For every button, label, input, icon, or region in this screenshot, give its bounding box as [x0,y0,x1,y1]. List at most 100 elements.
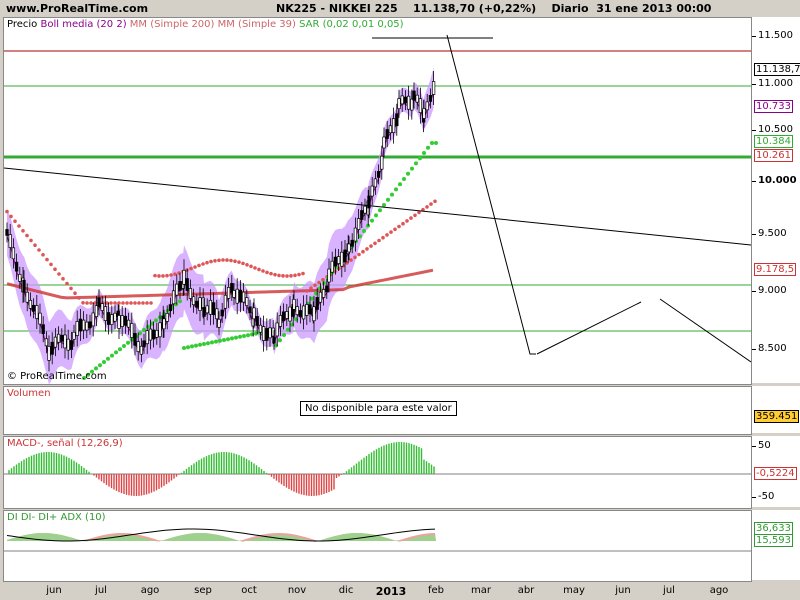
candle-body [44,338,49,347]
candle-body [158,322,162,338]
candle-body [238,289,243,303]
price-chart-canvas[interactable] [4,18,751,384]
ma39-point [273,272,277,277]
sar-point [402,177,406,181]
x-label-abr: abr [517,585,535,596]
candle-body [41,324,45,335]
candle-body [308,304,312,315]
macd-scale[interactable]: 50 -50 -0,5224 [751,436,800,507]
candle-body [415,94,419,103]
sar-point [194,343,198,348]
x-label-feb: feb [427,585,445,596]
candle-body [418,98,423,114]
ma39-point [365,247,369,251]
candle-body [363,205,367,214]
adx-canvas[interactable] [4,511,751,581]
candle-body [275,322,279,337]
adx-scale[interactable]: 36,633 15,593 [751,510,800,580]
ma39-point [93,301,97,305]
candle-body [35,305,39,319]
ma39-point [425,205,429,209]
sar-point [206,341,210,346]
ma39-point [245,262,249,267]
candle-body [106,312,111,325]
ma39-point [233,259,237,263]
ma39-point [237,260,241,264]
sar-point [218,338,222,343]
candle-body [91,312,95,327]
candle-body [22,279,26,293]
sar-point [238,334,242,339]
sar-point [86,372,90,377]
sar-point [422,151,426,155]
sar-point [182,346,186,350]
candle-body [336,256,341,264]
ma39-point [61,277,65,281]
candle-body [97,297,101,308]
macd-panel[interactable]: MACD-, señal (12,26,9) [3,436,752,509]
ma39-point [277,273,281,278]
sar-point [114,350,118,355]
trend-line [4,167,751,246]
candle-body [301,305,306,320]
ma39-point [73,291,77,296]
ma39-point [21,229,25,233]
candle-body [265,328,269,341]
candle-body [151,329,156,340]
candle-body [47,346,51,361]
sar-point [190,344,194,349]
ma39-point [405,219,409,223]
candle-body [18,273,22,282]
ma39-point [5,209,9,214]
ma39-point [269,271,273,276]
sar-point [386,197,390,202]
sar-point [110,353,114,358]
candle-body [113,312,117,322]
sar-point [234,335,238,340]
ma39-point [281,274,285,278]
volume-scale[interactable]: 359.451 [751,386,800,433]
ma39-point [129,301,133,305]
sar-point [226,337,230,342]
price-chart-panel[interactable]: Precio Boll media (20 2) MM (Simple 200)… [3,17,752,385]
ma39-point [65,281,69,286]
time-axis[interactable]: jun jul ago sep oct nov dic 2013 feb mar… [0,580,800,600]
ma39-point [385,233,389,237]
sar-point [414,161,418,166]
x-label-nov: nov [287,585,307,596]
candle-body [382,136,386,149]
projection-line-2 [536,301,642,355]
candle-body [165,313,169,322]
candle-body [88,321,92,329]
site-name: www.ProRealTime.com [6,2,149,15]
candle-body [72,331,76,340]
candle-body [185,278,189,291]
ma39-point [49,262,53,267]
ma39-point [117,301,121,305]
sar-point [222,338,226,342]
macd-tick-50: 50 [752,440,771,451]
ma39-point [353,255,357,260]
legend-bollinger: Boll media (20 2) [40,19,127,30]
candle-body [14,261,19,272]
sar-point [390,192,394,197]
sar-point [126,340,130,345]
candle-body [318,291,323,303]
volume-panel[interactable]: Volumen No disponible para este valor [3,386,752,435]
candle-body [94,305,99,317]
candle-body [28,299,33,309]
candle-body [5,229,9,236]
macd-canvas[interactable] [4,437,751,508]
ma39-point [221,258,225,262]
ma39-point [133,301,137,305]
ma39-line [5,199,437,305]
price-scale[interactable]: 11.500 11.000 10.500 10.000 9.500 9.000 … [751,17,800,383]
ma39-point [417,210,421,215]
candle-body [400,95,404,105]
ma39-point [57,272,61,276]
adx-panel[interactable]: DI DI- DI+ ADX (10) [3,510,752,582]
ma39-point [225,258,229,262]
candle-body [103,306,108,321]
ma39-point [289,274,293,278]
candle-body [350,239,354,247]
